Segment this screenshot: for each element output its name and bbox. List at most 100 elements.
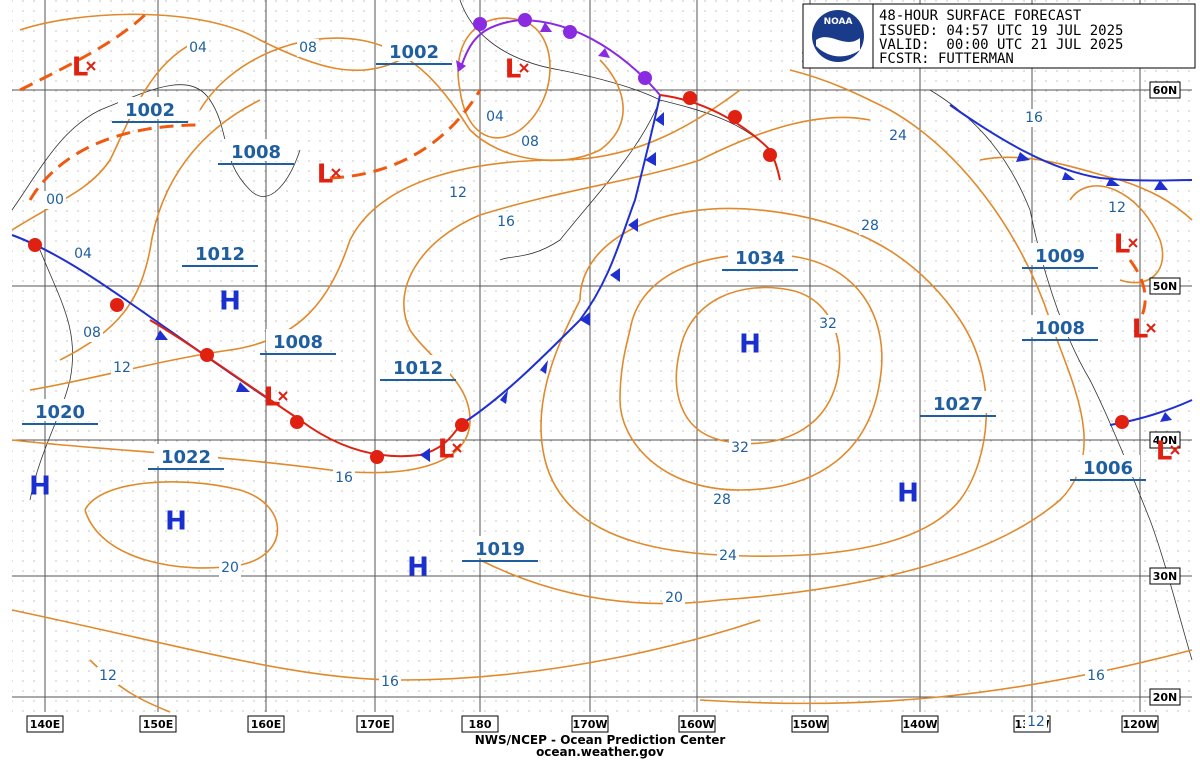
isobar-label: 04 <box>74 246 92 262</box>
isobar-label: 16 <box>497 214 515 230</box>
lon-label-box <box>26 715 64 733</box>
isobar-label: 04 <box>486 109 504 125</box>
isobar-label: 16 <box>1087 668 1105 684</box>
pressure-label: 1009 <box>1035 246 1085 267</box>
pressure-label: 1012 <box>195 244 245 265</box>
isobar-label-bg <box>859 217 881 235</box>
lat-label-box <box>1149 431 1181 449</box>
isobar-label-bg <box>1023 109 1045 127</box>
map-labels: 140E150E160E170E180170W160W150W140W130W1… <box>22 39 1181 733</box>
pressure-bg <box>118 97 182 119</box>
isobar-label: 20 <box>221 560 239 576</box>
header-line: ISSUED: 04:57 UTC 19 JUL 2025 <box>879 23 1123 39</box>
pressure-bg <box>382 39 446 61</box>
isobar-label-bg <box>111 359 133 377</box>
pressure-bg <box>188 241 252 263</box>
low-marker <box>278 391 288 401</box>
isobar-label-bg <box>1085 667 1107 685</box>
isobar-label: 16 <box>381 674 399 690</box>
low-center: L <box>505 55 522 85</box>
isobar-label-bg <box>519 133 541 151</box>
footer-line: ocean.weather.gov <box>536 745 664 759</box>
isobar-label-bg <box>717 547 739 565</box>
pressure-label: 1008 <box>231 142 281 163</box>
pressure-bg <box>468 536 532 558</box>
pressure-bg <box>154 444 218 466</box>
isobar-label-bg <box>663 589 685 607</box>
lat-label-box <box>1149 567 1181 585</box>
header-line: 48-HOUR SURFACE FORECAST <box>879 8 1082 24</box>
isobar-label: 32 <box>819 316 837 332</box>
low-marker <box>1170 445 1180 455</box>
pressure-label: 1027 <box>933 394 983 415</box>
lon-label-box <box>1121 715 1159 733</box>
isobar-label-bg <box>447 184 469 202</box>
pressure-bg <box>926 391 990 413</box>
pressure-label: 1020 <box>35 402 85 423</box>
isobar-label: 24 <box>719 548 737 564</box>
lat-label-box <box>1149 81 1181 99</box>
lon-label: 160W <box>679 718 714 731</box>
isobar-label-bg <box>1106 199 1128 217</box>
high-center: H <box>739 330 761 360</box>
pressure-label: 1002 <box>389 42 439 63</box>
lon-label: 150W <box>792 718 827 731</box>
low-center: L <box>438 435 455 465</box>
high-center: H <box>165 507 187 537</box>
low-marker <box>86 61 96 71</box>
isobar-label-bg <box>495 213 517 231</box>
high-center: H <box>219 287 241 317</box>
isobar-label-bg <box>219 559 241 577</box>
pressure-bg <box>266 329 330 351</box>
pressure-bg <box>28 399 92 421</box>
lat-label-box <box>1149 277 1181 295</box>
pressure-label: 1034 <box>735 248 785 269</box>
high-center: H <box>407 553 429 583</box>
isobar-label-bg <box>72 245 94 263</box>
lat-label: 60N <box>1153 84 1178 97</box>
isobar-label-bg <box>1025 713 1047 731</box>
troughs <box>19 8 1147 321</box>
isobar-label-bg <box>187 39 209 57</box>
lon-label-box <box>139 715 177 733</box>
lon-label: 140W <box>902 718 937 731</box>
lat-label: 30N <box>1153 570 1178 583</box>
pressure-label: 1008 <box>273 332 323 353</box>
header-line: FCSTR: FUTTERMAN <box>879 51 1014 67</box>
isobar-label-bg <box>379 673 401 691</box>
lon-label-box <box>678 715 716 733</box>
lat-label: 20N <box>1153 691 1178 704</box>
lon-label: 170W <box>572 718 607 731</box>
isobar-label: 20 <box>665 590 683 606</box>
lat-label-box <box>1149 688 1181 706</box>
pressure-label: 1012 <box>393 358 443 379</box>
lon-label: 120W <box>1122 718 1157 731</box>
isobar-label: 08 <box>521 134 539 150</box>
isobar-label: 12 <box>1108 200 1126 216</box>
isobar-label-bg <box>711 491 733 509</box>
isobar-label: 16 <box>1025 110 1043 126</box>
lon-label-box <box>461 715 499 733</box>
isobar-label-bg <box>817 315 839 333</box>
isobar-label: 16 <box>335 470 353 486</box>
pressure-bg <box>728 245 792 267</box>
lon-label-box <box>356 715 394 733</box>
low-marker <box>452 443 462 453</box>
lon-label: 150E <box>143 718 173 731</box>
pressure-bg <box>1076 455 1140 477</box>
low-marker <box>519 63 529 73</box>
isobar-label: 12 <box>1027 714 1045 730</box>
pressure-label: 1008 <box>1035 318 1085 339</box>
low-center: L <box>1156 437 1173 467</box>
pressure-bg <box>386 355 450 377</box>
isobar-label-bg <box>81 324 103 342</box>
isobar-label: 12 <box>113 360 131 376</box>
low-marker <box>331 168 341 178</box>
isobar-label: 12 <box>99 668 117 684</box>
lon-label: 140E <box>30 718 60 731</box>
isobar-label: 24 <box>889 128 907 144</box>
footer-line: NWS/NCEP - Ocean Prediction Center <box>475 733 726 747</box>
pressure-label: 1022 <box>161 447 211 468</box>
high-center: H <box>29 472 51 502</box>
lon-label-box <box>901 715 939 733</box>
